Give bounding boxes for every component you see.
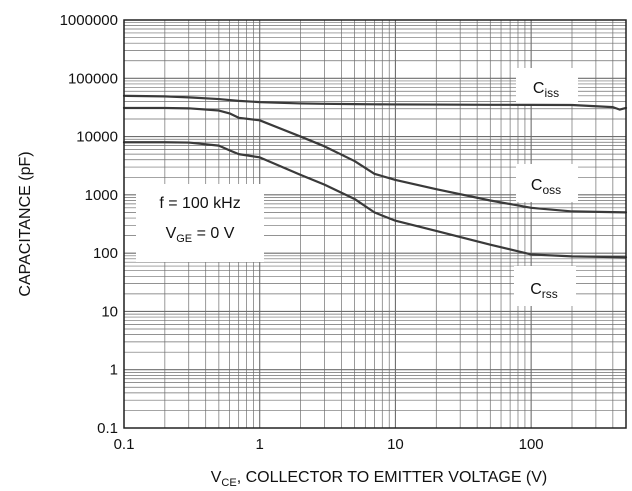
x-tick-label: 10 bbox=[387, 436, 404, 453]
y-tick-label: 100 bbox=[93, 245, 118, 262]
series-line-oss bbox=[122, 106, 628, 214]
series-label-rss: Crss bbox=[530, 281, 558, 301]
condition-vge: VGE = 0 V bbox=[166, 225, 235, 245]
y-tick-label: 1 bbox=[110, 362, 118, 379]
y-tick-label: 10 bbox=[101, 303, 118, 320]
series-labels: Ciss Coss Crss bbox=[530, 80, 561, 301]
condition-vge-main: V bbox=[166, 225, 177, 242]
label-background bbox=[514, 266, 576, 306]
condition-vge-sub: GE bbox=[176, 233, 192, 245]
label-boxes bbox=[136, 68, 578, 306]
x-tick-label: 100 bbox=[519, 436, 544, 453]
series-line-rss bbox=[122, 141, 628, 259]
label-background bbox=[136, 184, 264, 262]
x-axis-label: VCE, COLLECTOR TO EMITTER VOLTAGE (V) bbox=[211, 469, 548, 489]
series-label-iss: Ciss bbox=[533, 80, 559, 100]
y-tick-label: 100000 bbox=[68, 70, 118, 87]
y-tick-label: 1000 bbox=[85, 187, 118, 204]
x-tick-label: 1 bbox=[256, 436, 264, 453]
series-line-iss bbox=[122, 94, 628, 111]
series-lines bbox=[122, 94, 628, 259]
plot-frame bbox=[123, 19, 627, 429]
label-background bbox=[516, 164, 578, 202]
series-label-oss: Coss bbox=[531, 177, 561, 197]
condition-frequency: f = 100 kHz bbox=[159, 195, 240, 212]
label-background bbox=[516, 68, 578, 104]
condition-vge-rest: = 0 V bbox=[192, 225, 235, 242]
y-axis-label: CAPACITANCE (pF) bbox=[17, 151, 34, 296]
x-axis-label-rest: , COLLECTOR TO EMITTER VOLTAGE (V) bbox=[237, 469, 548, 486]
y-tick-label: 1000000 bbox=[60, 12, 118, 29]
tick-labels: 0.1 1 10 100 0.1 1 10 100 1000 10000 100000 1000000 bbox=[60, 12, 544, 453]
test-conditions: f = 100 kHz VGE = 0 V bbox=[159, 195, 240, 245]
y-tick-label: 0.1 bbox=[97, 420, 118, 437]
x-axis-label-sub: CE bbox=[221, 477, 236, 489]
x-tick-label: 0.1 bbox=[114, 436, 135, 453]
x-axis-label-main: V bbox=[211, 469, 222, 486]
y-tick-label: 10000 bbox=[76, 129, 118, 146]
